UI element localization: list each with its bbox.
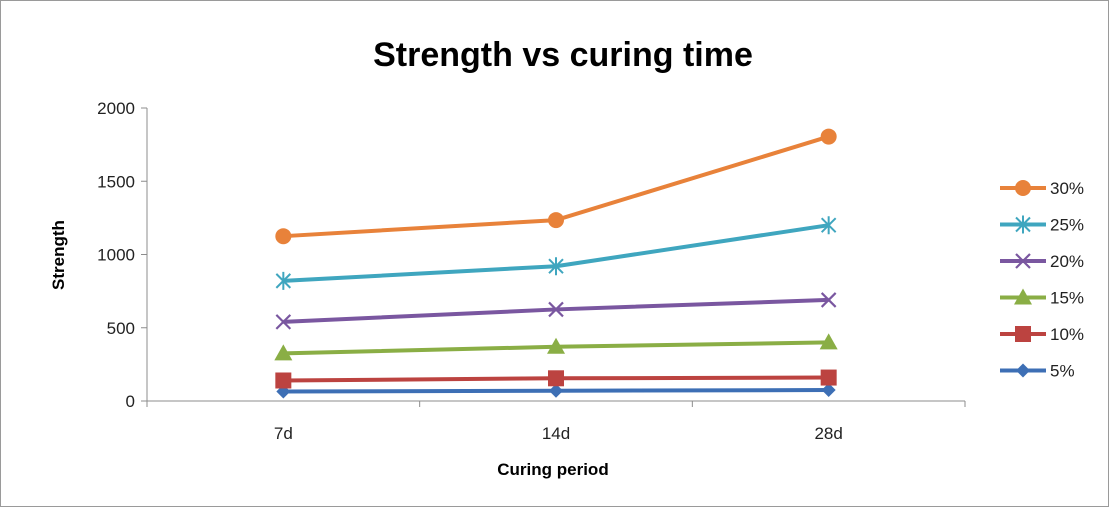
data-point	[549, 383, 563, 398]
data-point	[820, 128, 837, 145]
legend-item: 30%	[1000, 179, 1084, 198]
legend-marker	[1015, 180, 1031, 196]
data-point	[275, 314, 292, 330]
legend-marker	[1015, 326, 1031, 342]
legend-label: 20%	[1050, 252, 1084, 271]
legend: 30% 25% 20% 15% 10% 5%	[1000, 179, 1084, 381]
legend-item: 10%	[1000, 325, 1084, 344]
data-point	[548, 212, 564, 229]
data-point	[274, 344, 293, 361]
legend-label: 25%	[1050, 216, 1084, 235]
legend-marker	[1015, 215, 1031, 234]
data-point	[275, 372, 292, 389]
data-point	[820, 292, 837, 308]
x-tick-label: 28d	[814, 424, 842, 443]
legend-item: 20%	[1000, 252, 1084, 271]
data-point	[275, 228, 292, 245]
data-point	[820, 216, 837, 235]
legend-label: 10%	[1050, 325, 1084, 344]
data-point	[819, 333, 838, 350]
x-axis-title: Curing period	[497, 460, 608, 479]
data-point	[275, 271, 292, 290]
legend-item: 15%	[1000, 288, 1084, 308]
legend-marker	[1015, 253, 1031, 269]
y-tick-label: 1000	[97, 246, 135, 265]
data-point	[820, 369, 837, 386]
chart-title: Strength vs curing time	[373, 36, 753, 74]
y-tick-label: 0	[126, 392, 135, 411]
legend-marker	[1016, 363, 1030, 378]
legend-item: 5%	[1000, 362, 1075, 381]
series-15pct	[274, 333, 838, 361]
series-layer	[274, 128, 838, 399]
series-30pct	[275, 128, 837, 245]
legend-item: 25%	[1000, 215, 1084, 235]
y-tick-label: 500	[107, 319, 135, 338]
x-tick-label: 14d	[542, 424, 570, 443]
legend-marker	[1014, 288, 1032, 305]
data-point	[548, 370, 564, 387]
series-20pct	[275, 292, 837, 330]
series-10pct	[275, 369, 837, 389]
y-tick-label: 1500	[97, 172, 135, 191]
x-tick-label: 7d	[274, 424, 293, 443]
data-point	[821, 383, 836, 398]
legend-label: 5%	[1050, 362, 1075, 381]
axes: 0 500 1000 1500 2000 7d 14d 28d	[97, 99, 966, 443]
data-point	[548, 301, 564, 318]
series-25pct	[275, 216, 837, 290]
data-point	[547, 337, 565, 354]
legend-label: 30%	[1050, 179, 1084, 198]
legend-label: 15%	[1050, 289, 1084, 308]
y-axis-title: Strength	[49, 220, 68, 290]
y-tick-label: 2000	[97, 99, 135, 118]
data-point	[548, 257, 564, 276]
